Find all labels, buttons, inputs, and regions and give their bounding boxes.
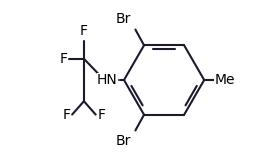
Text: Br: Br xyxy=(116,12,131,26)
Text: F: F xyxy=(59,52,68,66)
Text: F: F xyxy=(63,108,70,122)
Text: Br: Br xyxy=(116,134,131,148)
Text: HN: HN xyxy=(97,73,118,87)
Text: Me: Me xyxy=(214,73,235,87)
Text: F: F xyxy=(97,108,105,122)
Text: F: F xyxy=(80,24,88,38)
